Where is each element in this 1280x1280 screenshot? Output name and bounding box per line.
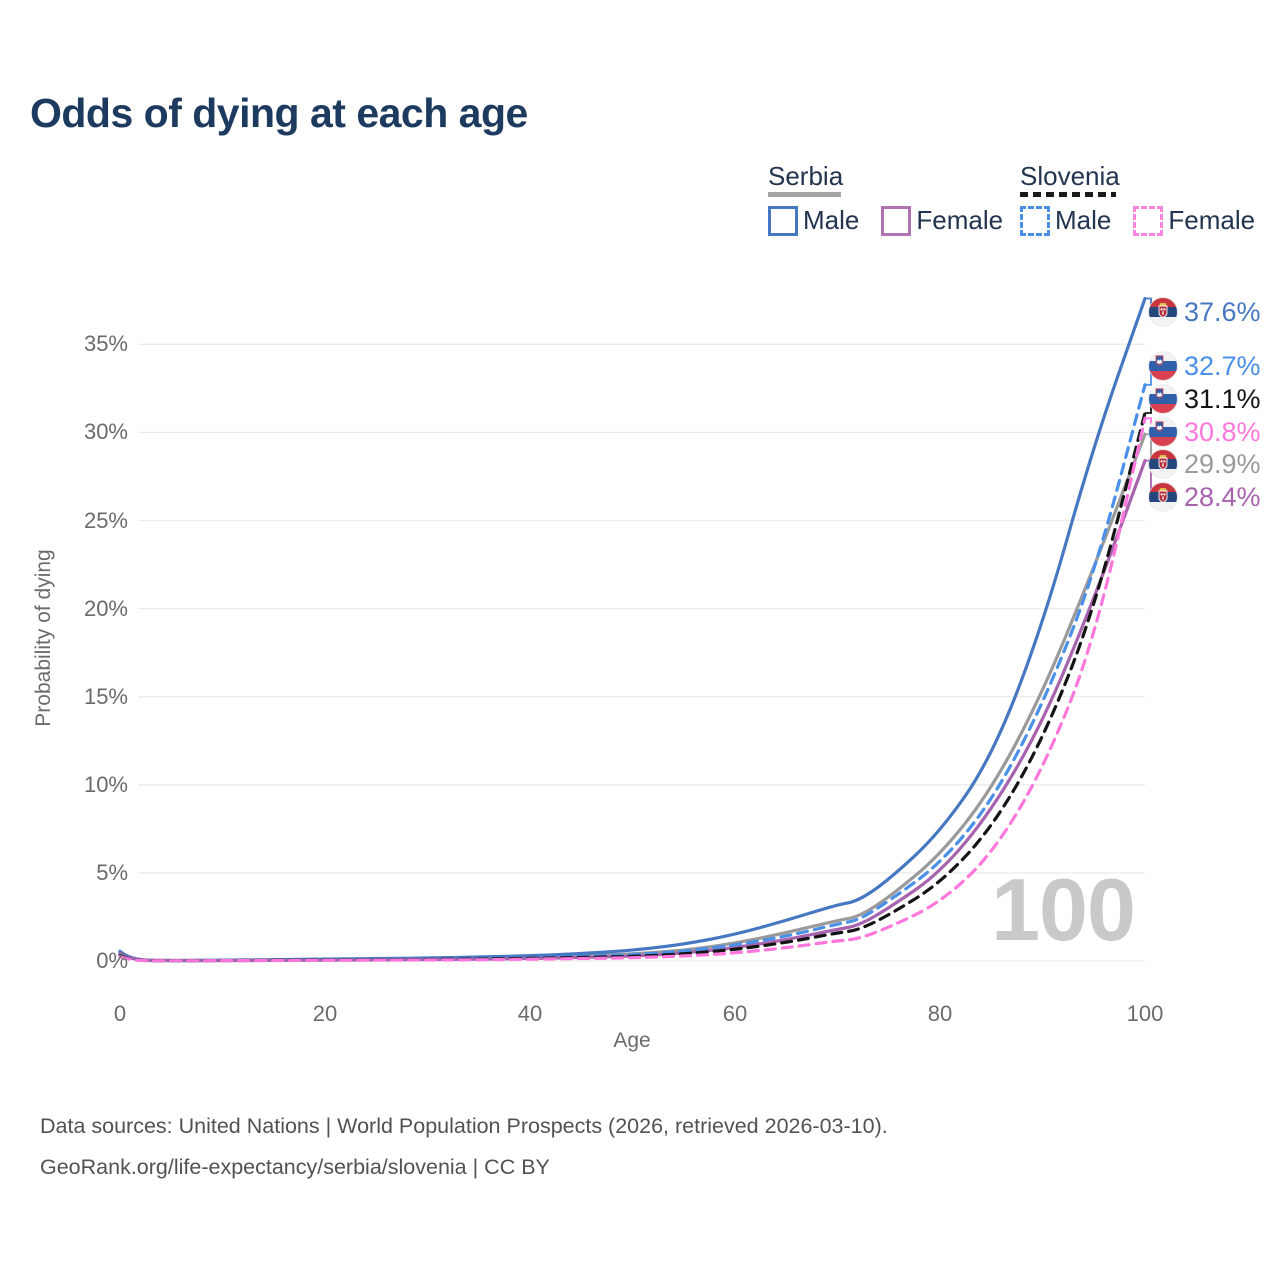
legend-slovenia-items: Male Female	[1020, 205, 1255, 236]
legend-slovenia-underline	[1020, 192, 1116, 197]
end-label-slovenia-male: 32.7%	[1148, 350, 1261, 382]
legend-item-label: Female	[1168, 205, 1256, 235]
y-tick-label: 25%	[83, 507, 128, 533]
x-axis-title: Age	[613, 1029, 651, 1052]
legend-group-serbia-label: Serbia	[768, 161, 844, 191]
slovenia-flag-icon	[1148, 351, 1178, 381]
end-label-serbia-female: 28.4%	[1148, 481, 1261, 513]
end-label-slovenia-both: 31.1%	[1148, 383, 1261, 415]
y-tick-label: 35%	[83, 331, 128, 357]
footer: Data sources: United Nations | World Pop…	[40, 1106, 888, 1188]
end-label-value: 28.4%	[1184, 481, 1261, 512]
end-label-value: 29.9%	[1184, 448, 1261, 479]
legend-item-label: Female	[916, 205, 1004, 235]
legend-serbia-items: Male Female	[768, 205, 1003, 236]
slovenia-male-swatch-icon	[1020, 205, 1050, 236]
y-tick-label: 0%	[96, 948, 128, 973]
end-label-slovenia-female: 30.8%	[1148, 416, 1261, 448]
legend-item-serbia-female[interactable]: Female	[881, 205, 1003, 236]
chart-title: Odds of dying at each age	[30, 90, 528, 136]
y-tick-label: 20%	[83, 595, 128, 621]
slovenia-flag-icon	[1148, 384, 1178, 414]
legend-group-slovenia-label: Slovenia	[1020, 161, 1120, 191]
legend-item-slovenia-female[interactable]: Female	[1133, 205, 1255, 236]
y-axis-title: Probability of dying	[32, 549, 55, 727]
end-label-value: 31.1%	[1184, 383, 1261, 414]
serbia-female-swatch-icon	[881, 205, 912, 236]
y-tick-label: 5%	[96, 859, 128, 885]
legend-item-label: Male	[1055, 205, 1112, 235]
legend-item-serbia-male[interactable]: Male	[768, 205, 859, 236]
slovenia-female-swatch-icon	[1133, 205, 1164, 236]
series-line-serbia-female[interactable]	[118, 459, 1147, 963]
x-tick-label: 80	[927, 1001, 953, 1026]
end-label-value: 30.8%	[1184, 416, 1261, 447]
serbia-flag-icon	[1148, 297, 1178, 327]
series-line-slovenia-male[interactable]	[118, 383, 1147, 963]
end-label-serbia-male: 37.6%	[1148, 296, 1261, 328]
end-label-value: 37.6%	[1184, 296, 1261, 327]
footer-attribution: GeoRank.org/life-expectancy/serbia/slove…	[40, 1155, 550, 1179]
x-tick-label: 40	[517, 1001, 543, 1026]
slovenia-flag-icon	[1148, 417, 1178, 447]
series-line-slovenia-both[interactable]	[118, 411, 1147, 963]
footer-data-sources: Data sources: United Nations | World Pop…	[40, 1114, 888, 1138]
y-tick-label: 15%	[83, 683, 128, 709]
x-tick-label: 60	[722, 1001, 748, 1026]
x-tick-label: 20	[312, 1001, 338, 1026]
serbia-male-swatch-icon	[768, 205, 798, 236]
age-watermark: 100	[991, 860, 1136, 959]
end-label-value: 32.7%	[1184, 350, 1261, 381]
legend-serbia-underline	[768, 192, 841, 197]
serbia-flag-icon	[1148, 449, 1178, 479]
y-tick-label: 30%	[83, 419, 128, 445]
y-tick-label: 10%	[83, 771, 128, 797]
series-line-slovenia-female[interactable]	[118, 416, 1147, 963]
x-tick-label: 100	[1126, 1001, 1164, 1026]
end-label-serbia-both: 29.9%	[1148, 448, 1261, 480]
legend-item-slovenia-male[interactable]: Male	[1020, 205, 1111, 236]
x-tick-label: 0	[113, 1001, 127, 1026]
legend-item-label: Male	[803, 205, 860, 235]
serbia-flag-icon	[1148, 482, 1178, 512]
